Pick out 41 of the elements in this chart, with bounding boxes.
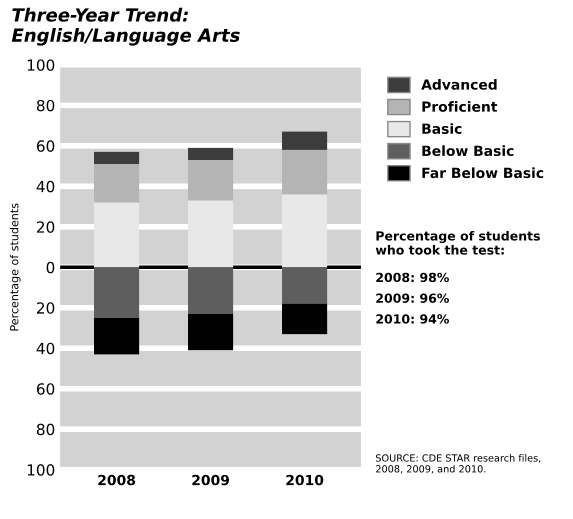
x-tick-label: 2008 [98, 474, 136, 486]
source-note: SOURCE: CDE STAR research files, 2008, 2009, and 2010. [376, 454, 540, 474]
bar [188, 267, 234, 314]
bar [94, 267, 140, 318]
bar [188, 148, 234, 160]
bar [188, 200, 234, 268]
bar [94, 152, 140, 164]
bar [282, 267, 328, 304]
text: 2009: 96% [376, 293, 449, 303]
y-axis-title: Percentage of students [10, 204, 21, 330]
bar [94, 202, 140, 268]
bar [188, 314, 234, 350]
text: 2010: 94% [376, 314, 449, 324]
y-tick-label: 40 [36, 342, 54, 354]
legend-label: Basic [422, 123, 462, 134]
bar [282, 194, 328, 268]
y-tick-label: 100 [28, 464, 54, 476]
y-tick-label: 0 [46, 262, 54, 274]
text: 2008: 98% [376, 272, 449, 282]
y-tick-label: 100 [28, 59, 54, 71]
y-tick-label: 60 [36, 383, 54, 395]
y-tick-label: 60 [36, 140, 54, 152]
legend-label: Proficient [422, 101, 498, 112]
x-tick-label: 2009 [192, 474, 230, 486]
text: Percentage of students who took the test: [376, 230, 540, 255]
y-tick-label: 80 [36, 424, 54, 436]
legend-label: Below Basic [422, 145, 514, 156]
bar [282, 150, 328, 194]
bar [94, 318, 140, 354]
y-tick-label: 20 [36, 221, 54, 233]
y-tick-label: 40 [36, 180, 54, 192]
bar [188, 160, 234, 200]
bar [282, 132, 328, 150]
legend-label: Advanced [421, 79, 497, 90]
x-tick-label: 2010 [286, 474, 324, 486]
y-tick-label: 20 [36, 302, 54, 314]
chart-title: Three-Year Trend: English/Language Arts [12, 8, 240, 46]
bar [94, 164, 140, 203]
y-tick-label: 80 [36, 100, 54, 112]
legend-label: Far Below Basic [422, 167, 544, 178]
bar [282, 304, 328, 334]
